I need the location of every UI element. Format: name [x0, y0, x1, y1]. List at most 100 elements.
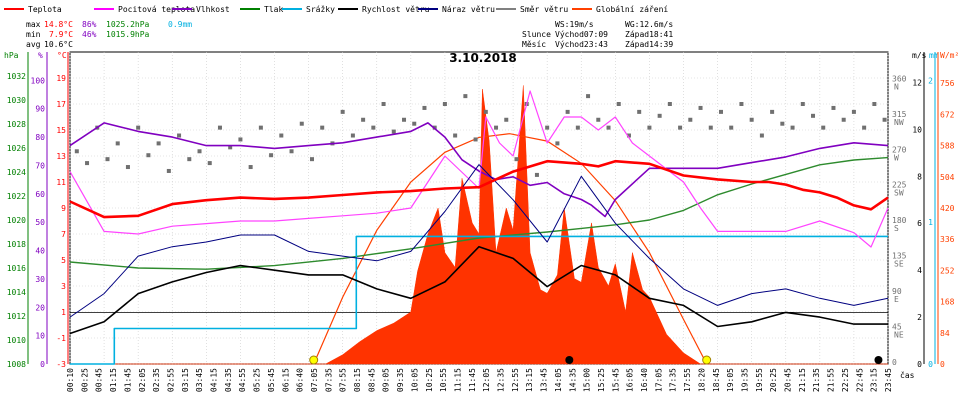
wind-direction-point [309, 157, 314, 162]
axis-tick-degc: 9 [61, 204, 66, 213]
axis-tick-dir-cardinal: SW [894, 189, 904, 198]
axis-tick-pct: 90 [35, 105, 45, 114]
wind-direction-point [258, 125, 263, 130]
time-tick-label: 02:55 [167, 368, 176, 392]
wind-direction-point [811, 113, 816, 118]
legend: Teplota Pocitová teplota Vlhkost Tlak Srážky… [4, 5, 668, 14]
pressure-line [69, 156, 889, 270]
temperature-line [69, 159, 889, 219]
axis-tick-degc: 15 [56, 126, 66, 135]
axis-tick-hpa: 1012 [7, 312, 26, 321]
wind-direction-point [800, 102, 805, 106]
axis-tick-pct: 30 [35, 275, 45, 284]
wind-direction-point [125, 165, 130, 170]
wind-direction-point [340, 109, 345, 114]
wind-direction-point [483, 109, 488, 114]
axis-unit-ms: m/s [912, 51, 927, 60]
wind-direction-point [749, 117, 754, 122]
time-tick-label: 19:35 [741, 368, 750, 392]
axis-tick-degc: -3 [56, 360, 66, 369]
wind-direction-point [586, 94, 591, 99]
axis-tick-hpa: 1024 [7, 168, 26, 177]
axis-tick-wm2: 672 [940, 110, 955, 119]
time-tick-label: 07:35 [324, 368, 333, 392]
axis-tick-degc: 19 [56, 74, 66, 83]
wind-direction-point [146, 153, 151, 158]
wind-direction-point [545, 125, 550, 130]
stats-max-label: max [26, 20, 41, 29]
moonrise-marker [874, 356, 883, 364]
lines-layer [69, 90, 889, 365]
wind-direction-point [228, 145, 233, 150]
wind-direction-point [831, 105, 836, 110]
wind-direction-point [371, 125, 376, 130]
wind-direction-point [473, 137, 478, 142]
wind-direction-point [596, 117, 601, 122]
axis-tick-dir-cardinal: NE [894, 331, 904, 340]
legend-label-0: Teplota [28, 5, 62, 14]
gust-line [69, 164, 889, 318]
axis-unit-hpa: hPa [4, 51, 19, 60]
axis-tick-pct: 80 [35, 133, 45, 142]
time-tick-label: 16:05 [626, 368, 635, 392]
wind-direction-point [565, 109, 570, 114]
axis-tick-ms: 12 [912, 78, 922, 87]
axis-tick-degc: 13 [56, 152, 66, 161]
axis-unit-degc: °C [57, 51, 67, 60]
time-tick-label: 10:25 [425, 368, 434, 392]
wind-direction-point [514, 157, 519, 162]
axis-unit-mm: mm [929, 51, 939, 60]
wind-direction-point [534, 172, 539, 177]
wind-direction-point [647, 125, 652, 130]
axis-tick-degc: 7 [61, 230, 66, 239]
time-tick-label: 10:05 [410, 368, 419, 392]
time-tick-label: 07:55 [339, 368, 348, 392]
axis-tick-wm2: 588 [940, 142, 955, 151]
time-tick-label: 23:15 [870, 368, 879, 392]
wind-direction-point [136, 125, 141, 130]
stats-min-label: min [26, 30, 41, 39]
time-tick-label: 00:45 [95, 368, 104, 392]
wind-direction-point [453, 133, 458, 138]
axis-tick-pct: 40 [35, 247, 45, 256]
axis-tick-degc: 1 [61, 308, 66, 317]
axis-tick-dir: 135 [892, 252, 907, 261]
wind-direction-point [381, 102, 386, 106]
time-tick-label: 13:15 [525, 368, 534, 392]
wind-direction-point [862, 125, 867, 130]
time-tick-label: 16:40 [640, 368, 649, 392]
time-tick-label: 11:15 [454, 368, 463, 392]
axis-tick-degc: 11 [56, 178, 66, 187]
axis-tick-hpa: 1014 [7, 288, 26, 297]
axis-tick-degc: 17 [56, 100, 66, 109]
legend-label-1: Pocitová teplota [118, 5, 195, 14]
wind-direction-point [197, 149, 202, 154]
wind-direction-point [616, 102, 621, 106]
time-tick-label: 13:45 [540, 368, 549, 392]
axis-tick-wm2: 504 [940, 173, 955, 182]
axis-tick-hpa: 1028 [7, 120, 26, 129]
wind-direction-point [555, 141, 560, 146]
stats-avg-temp: 10.6°C [44, 40, 73, 49]
axis-tick-pct: 60 [35, 190, 45, 199]
info-sun-label: Slunce [522, 30, 551, 39]
axis-tick-dir: 315 [892, 110, 907, 119]
time-tick-label: 23:45 [884, 368, 893, 392]
wind-direction-point [667, 102, 672, 106]
axis-tick-wm2: 756 [940, 79, 955, 88]
time-tick-label: 11:45 [468, 368, 477, 392]
legend-label-3: Tlak [264, 5, 283, 14]
time-tick-label: 12:35 [497, 368, 506, 392]
axis-tick-hpa: 1010 [7, 336, 26, 345]
axis-tick-dir-cardinal: N [894, 82, 899, 91]
axis-tick-dir-cardinal: W [894, 153, 899, 162]
time-tick-label: 19:05 [726, 368, 735, 392]
wind-direction-point [718, 109, 723, 114]
time-tick-label: 04:55 [238, 368, 247, 392]
time-tick-label: 05:45 [267, 368, 276, 392]
axis-tick-wm2: 336 [940, 235, 955, 244]
wind-direction-point [678, 125, 683, 130]
wind-direction-point [882, 117, 887, 122]
wind-direction-point [790, 125, 795, 130]
wind-direction-point [494, 125, 499, 130]
